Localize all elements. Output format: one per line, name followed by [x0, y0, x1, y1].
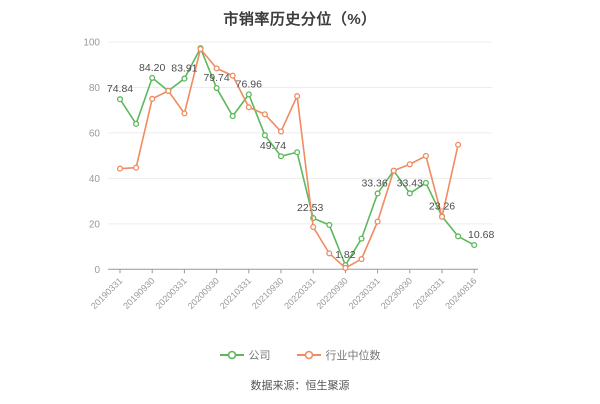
legend-label-industry: 行业中位数: [325, 350, 381, 362]
data-point-company[interactable]: [116, 96, 124, 103]
x-axis-tick-label: 20240816: [443, 276, 478, 311]
data-point-company[interactable]: [149, 74, 156, 81]
data-point-industry[interactable]: [422, 152, 429, 159]
data-point-industry[interactable]: [261, 111, 268, 118]
data-point-company[interactable]: [277, 153, 285, 160]
data-point-industry[interactable]: [277, 128, 285, 135]
data-point-company[interactable]: [181, 75, 188, 82]
data-point-company[interactable]: [374, 190, 381, 197]
data-point-industry[interactable]: [374, 218, 381, 225]
data-point-label: 33.43: [397, 177, 423, 189]
data-point-industry[interactable]: [438, 213, 446, 220]
y-axis-tick-label: 100: [83, 38, 100, 49]
data-point-company[interactable]: [261, 132, 268, 139]
data-point-label: 83.91: [171, 63, 197, 75]
data-point-industry[interactable]: [116, 165, 124, 172]
data-point-label: 79.74: [203, 72, 229, 84]
chart-title: 市销率历史分位（%）: [223, 11, 377, 28]
x-axis-tick-label: 20220930: [314, 276, 349, 311]
y-axis-tick-label: 20: [89, 219, 101, 230]
data-point-company[interactable]: [213, 85, 220, 92]
x-axis-tick-label: 20200331: [153, 276, 188, 311]
data-point-industry[interactable]: [406, 161, 413, 168]
x-axis-tick-label: 20210930: [250, 276, 285, 311]
data-point-label: 49.74: [260, 140, 286, 152]
x-axis-tick-label: 20210331: [218, 276, 253, 311]
x-axis-tick-label: 20220331: [282, 276, 317, 311]
legend: 公司 行业中位数: [0, 347, 600, 363]
x-axis-tick-label: 20190331: [89, 276, 124, 311]
y-axis-tick-label: 80: [89, 83, 101, 94]
data-point-company[interactable]: [455, 233, 462, 240]
data-point-industry[interactable]: [294, 93, 301, 100]
data-point-industry[interactable]: [342, 264, 349, 271]
data-point-industry[interactable]: [245, 104, 252, 111]
data-point-label: 33.36: [361, 177, 387, 189]
series-line-industry[interactable]: [119, 48, 459, 269]
data-source-text: 数据来源：恒生聚源: [250, 380, 350, 392]
data-point-label: 23.26: [429, 200, 455, 212]
y-axis-tick-label: 60: [89, 128, 101, 139]
data-point-industry[interactable]: [326, 250, 333, 257]
company-marker-circle: [227, 350, 236, 360]
data-point-company[interactable]: [471, 241, 478, 249]
data-point-industry[interactable]: [149, 95, 156, 102]
x-axis-tick-label: 20230930: [379, 276, 414, 311]
data-point-industry[interactable]: [197, 45, 204, 53]
data-point-industry[interactable]: [229, 72, 236, 79]
data-point-industry[interactable]: [181, 110, 188, 117]
x-axis-tick-label: 20240331: [411, 276, 446, 311]
data-point-company[interactable]: [294, 149, 301, 156]
data-point-company[interactable]: [229, 113, 236, 120]
data-point-company[interactable]: [133, 120, 140, 127]
data-point-industry[interactable]: [455, 141, 462, 148]
data-point-industry[interactable]: [133, 164, 140, 171]
legend-item-company[interactable]: 公司: [219, 347, 271, 363]
data-point-company[interactable]: [326, 221, 333, 229]
data-point-company[interactable]: [245, 91, 252, 98]
industry-marker-circle: [304, 350, 313, 360]
industry-line-marker-icon: [296, 350, 321, 360]
y-axis-tick-label: 40: [89, 174, 101, 185]
data-point-industry[interactable]: [358, 256, 365, 263]
data-point-industry[interactable]: [310, 223, 317, 231]
data-point-company[interactable]: [422, 179, 429, 186]
data-point-industry[interactable]: [165, 87, 172, 94]
y-axis-tick-label: 0: [94, 265, 100, 276]
data-point-industry[interactable]: [213, 65, 220, 72]
legend-item-industry[interactable]: 行业中位数: [296, 347, 381, 363]
data-point-company[interactable]: [358, 235, 365, 242]
x-axis-tick-label: 20200930: [186, 276, 221, 311]
data-point-company[interactable]: [406, 190, 413, 197]
data-point-label: 74.84: [107, 83, 133, 95]
data-point-label: 84.20: [139, 62, 165, 74]
data-point-label: 10.68: [468, 229, 494, 241]
x-axis-tick-label: 20190930: [121, 276, 156, 311]
legend-label-company: 公司: [248, 350, 271, 362]
data-point-label: 22.53: [297, 202, 323, 214]
data-point-industry[interactable]: [390, 167, 397, 174]
x-axis-tick-label: 20230331: [347, 276, 382, 311]
data-point-label: 1.82: [335, 249, 356, 261]
series-line-company[interactable]: [119, 47, 475, 266]
company-line-marker-icon: [219, 350, 244, 360]
data-point-label: 76.96: [236, 78, 262, 90]
